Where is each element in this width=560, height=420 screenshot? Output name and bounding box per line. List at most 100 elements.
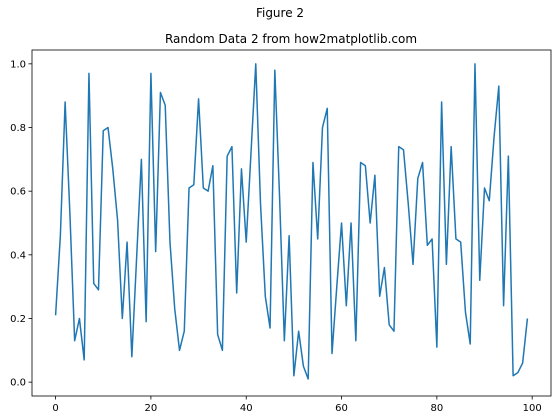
data-point (145, 321, 147, 323)
data-point (174, 308, 176, 310)
data-point (431, 238, 433, 240)
x-tick-label: 60 (335, 403, 348, 414)
data-point (460, 241, 462, 243)
data-point (264, 295, 266, 297)
data-point (198, 98, 200, 100)
data-point (69, 213, 71, 215)
x-tick-label: 80 (430, 403, 443, 414)
data-point (117, 219, 119, 221)
data-point (183, 330, 185, 332)
data-point (93, 283, 95, 285)
data-point (465, 311, 467, 313)
y-tick-label: 0.8 (10, 123, 26, 134)
data-point (55, 315, 57, 317)
data-point (88, 73, 90, 75)
data-point (488, 200, 490, 202)
data-point (379, 295, 381, 297)
data-point (269, 327, 271, 329)
data-point (393, 330, 395, 332)
data-point (260, 203, 262, 205)
data-point (369, 222, 371, 224)
data-point (374, 174, 376, 176)
data-point (346, 305, 348, 307)
data-point (98, 289, 100, 291)
data-point (384, 267, 386, 269)
data-point (331, 353, 333, 355)
data-point (436, 346, 438, 348)
plot-area: 0 20 40 60 80 100 0.0 0.2 0.4 0.6 0.8 1.0 (10, 59, 542, 414)
data-point (126, 241, 128, 243)
data-point (236, 292, 238, 294)
data-point (255, 63, 257, 65)
data-point (193, 184, 195, 186)
data-point (398, 146, 400, 148)
data-point (493, 136, 495, 138)
data-point (403, 149, 405, 151)
chart-title: Random Data 2 from how2matplotlib.com (165, 32, 417, 46)
data-point (217, 334, 219, 336)
data-point (83, 359, 85, 361)
data-point (317, 238, 319, 240)
data-point (279, 197, 281, 199)
data-point (298, 330, 300, 332)
series-line (54, 63, 529, 380)
data-point (360, 162, 362, 164)
y-tick-label: 0.4 (10, 250, 26, 261)
data-point (179, 350, 181, 352)
data-point (107, 127, 109, 129)
data-point (484, 187, 486, 189)
y-tick-label: 0.0 (10, 378, 26, 389)
data-point (274, 69, 276, 71)
data-point (207, 190, 209, 192)
data-point (312, 162, 314, 164)
x-tick-label: 100 (523, 403, 542, 414)
data-point (336, 286, 338, 288)
data-point (365, 165, 367, 167)
x-tick-label: 20 (145, 403, 158, 414)
data-point (355, 340, 357, 342)
data-point (102, 130, 104, 132)
data-point (122, 318, 124, 320)
data-point (427, 244, 429, 246)
data-point (417, 178, 419, 180)
data-point (74, 340, 76, 342)
y-tick-label: 0.2 (10, 314, 26, 325)
data-point (250, 152, 252, 154)
data-point (203, 187, 205, 189)
data-point (350, 222, 352, 224)
x-tick-label: 40 (240, 403, 253, 414)
data-point (341, 222, 343, 224)
data-point (441, 101, 443, 103)
data-point (307, 378, 309, 380)
data-point (474, 63, 476, 65)
data-point (527, 318, 529, 320)
data-point (455, 238, 457, 240)
data-point (498, 85, 500, 87)
data-point (479, 280, 481, 282)
data-point (326, 108, 328, 110)
data-point (64, 101, 66, 103)
axes-frame (31, 49, 552, 397)
data-point (241, 168, 243, 170)
data-point (164, 104, 166, 106)
data-point (141, 159, 143, 161)
data-point (388, 324, 390, 326)
data-point (422, 162, 424, 164)
data-point (446, 264, 448, 266)
figure-suptitle: Figure 2 (255, 6, 305, 20)
data-point (226, 155, 228, 157)
data-point (303, 365, 305, 367)
data-point (79, 318, 81, 320)
data-point (231, 146, 233, 148)
data-point (508, 155, 510, 157)
data-point (512, 375, 514, 377)
data-point (469, 343, 471, 345)
x-tick-label: 0 (52, 403, 58, 414)
data-point (169, 241, 171, 243)
data-point (522, 362, 524, 364)
data-point (503, 305, 505, 307)
data-point (188, 187, 190, 189)
data-point (150, 73, 152, 75)
